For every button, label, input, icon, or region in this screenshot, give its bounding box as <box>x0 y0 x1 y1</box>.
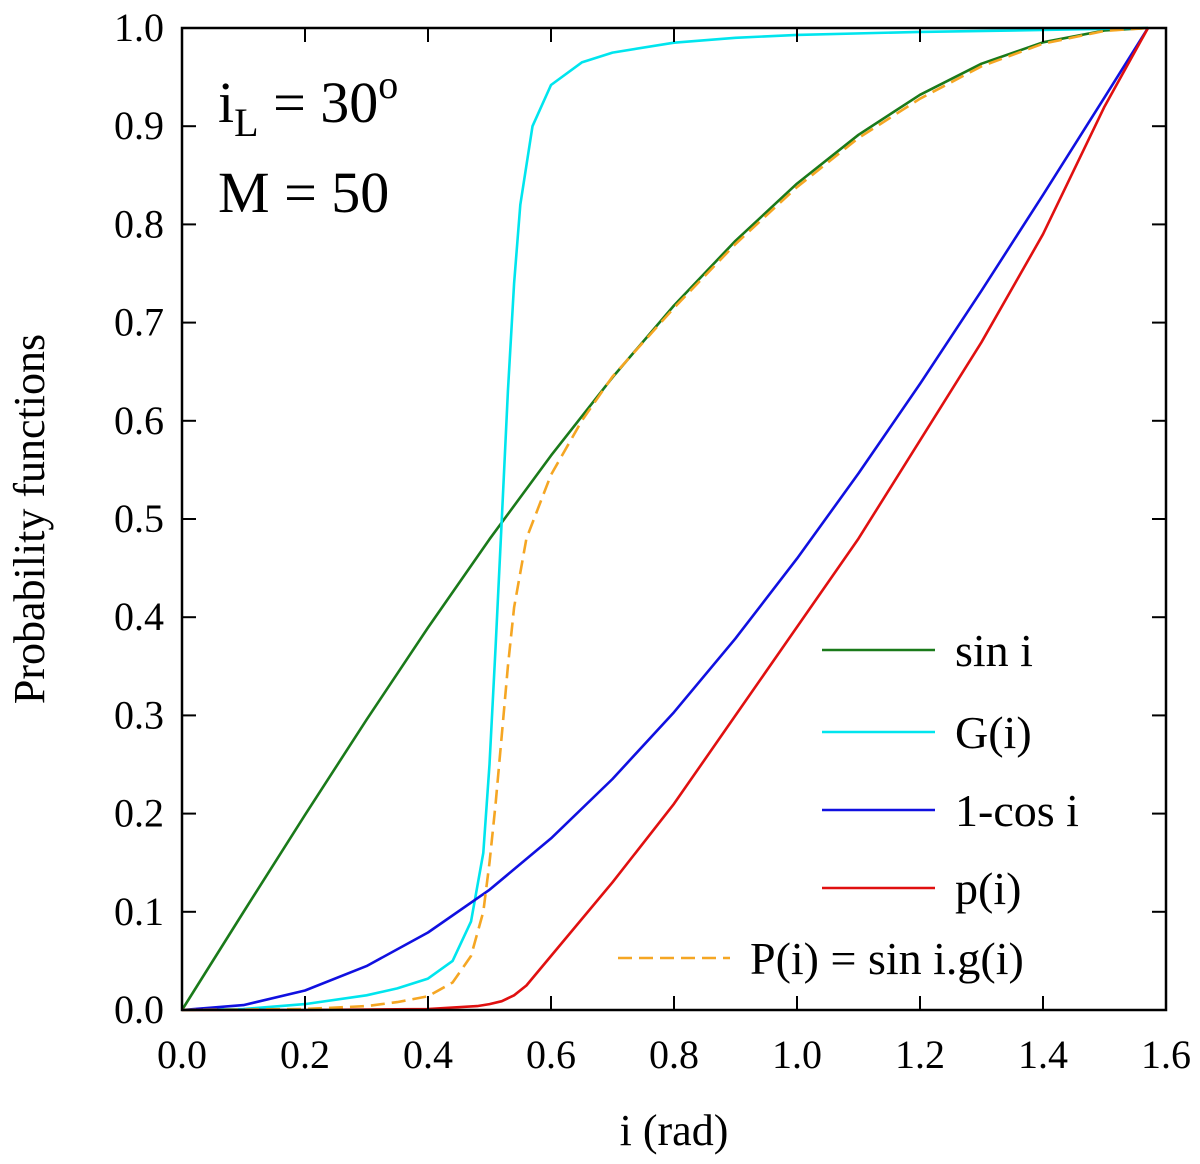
series-line-2 <box>181 27 1150 1012</box>
series-line-4 <box>181 26 1149 1012</box>
x-tick-label: 0.4 <box>403 1032 453 1077</box>
y-tick-label: 0.6 <box>114 398 164 443</box>
parameter-annotation: iL = 30o M = 50 <box>218 62 398 225</box>
y-tick-label: 0.3 <box>114 692 164 737</box>
legend-label-1: G(i) <box>955 707 1032 758</box>
x-tick-label: 1.4 <box>1018 1032 1068 1077</box>
y-tick-label: 0.1 <box>114 889 164 934</box>
x-tick-label: 1.2 <box>895 1032 945 1077</box>
ticks-layer: 0.0 0.2 0.4 0.6 0.8 1.0 1.2 1.4 1.6 0.0 0.1 0.2 0.3 0… <box>114 5 1191 1077</box>
y-tick-label: 0.4 <box>114 594 164 639</box>
x-tick-label: 0.6 <box>526 1032 576 1077</box>
legend: sin i G(i) 1-cos i p(i) P(i) = sin i.g(i) <box>618 625 1079 984</box>
x-tick-label: 1.6 <box>1141 1032 1191 1077</box>
series-line-0 <box>180 26 1149 1011</box>
mass-label: M = 50 <box>218 160 389 225</box>
y-tick-label: 0.2 <box>114 791 164 836</box>
y-tick-label: 0.7 <box>114 300 164 345</box>
y-tick-label: 1.0 <box>114 5 164 50</box>
series-layer <box>180 26 1150 1012</box>
y-tick-label: 0.0 <box>114 987 164 1032</box>
x-tick-label: 0.0 <box>157 1032 207 1077</box>
y-axis-title: Probability functions <box>5 334 54 704</box>
legend-label-4: P(i) = sin i.g(i) <box>750 933 1024 984</box>
x-tick-label: 0.2 <box>280 1032 330 1077</box>
x-axis-title: i (rad) <box>620 1106 729 1155</box>
legend-label-2: 1-cos i <box>955 785 1079 836</box>
series-line-3 <box>182 27 1150 1012</box>
x-tick-label: 1.0 <box>772 1032 822 1077</box>
y-tick-label: 0.8 <box>114 201 164 246</box>
legend-label-0: sin i <box>955 625 1033 676</box>
y-tick-label: 0.5 <box>114 496 164 541</box>
series-line-1 <box>181 26 1149 1012</box>
x-tick-label: 0.8 <box>649 1032 699 1077</box>
inclination-limit-label: iL = 30o <box>218 62 398 145</box>
legend-label-3: p(i) <box>955 863 1021 914</box>
y-tick-label: 0.9 <box>114 103 164 148</box>
